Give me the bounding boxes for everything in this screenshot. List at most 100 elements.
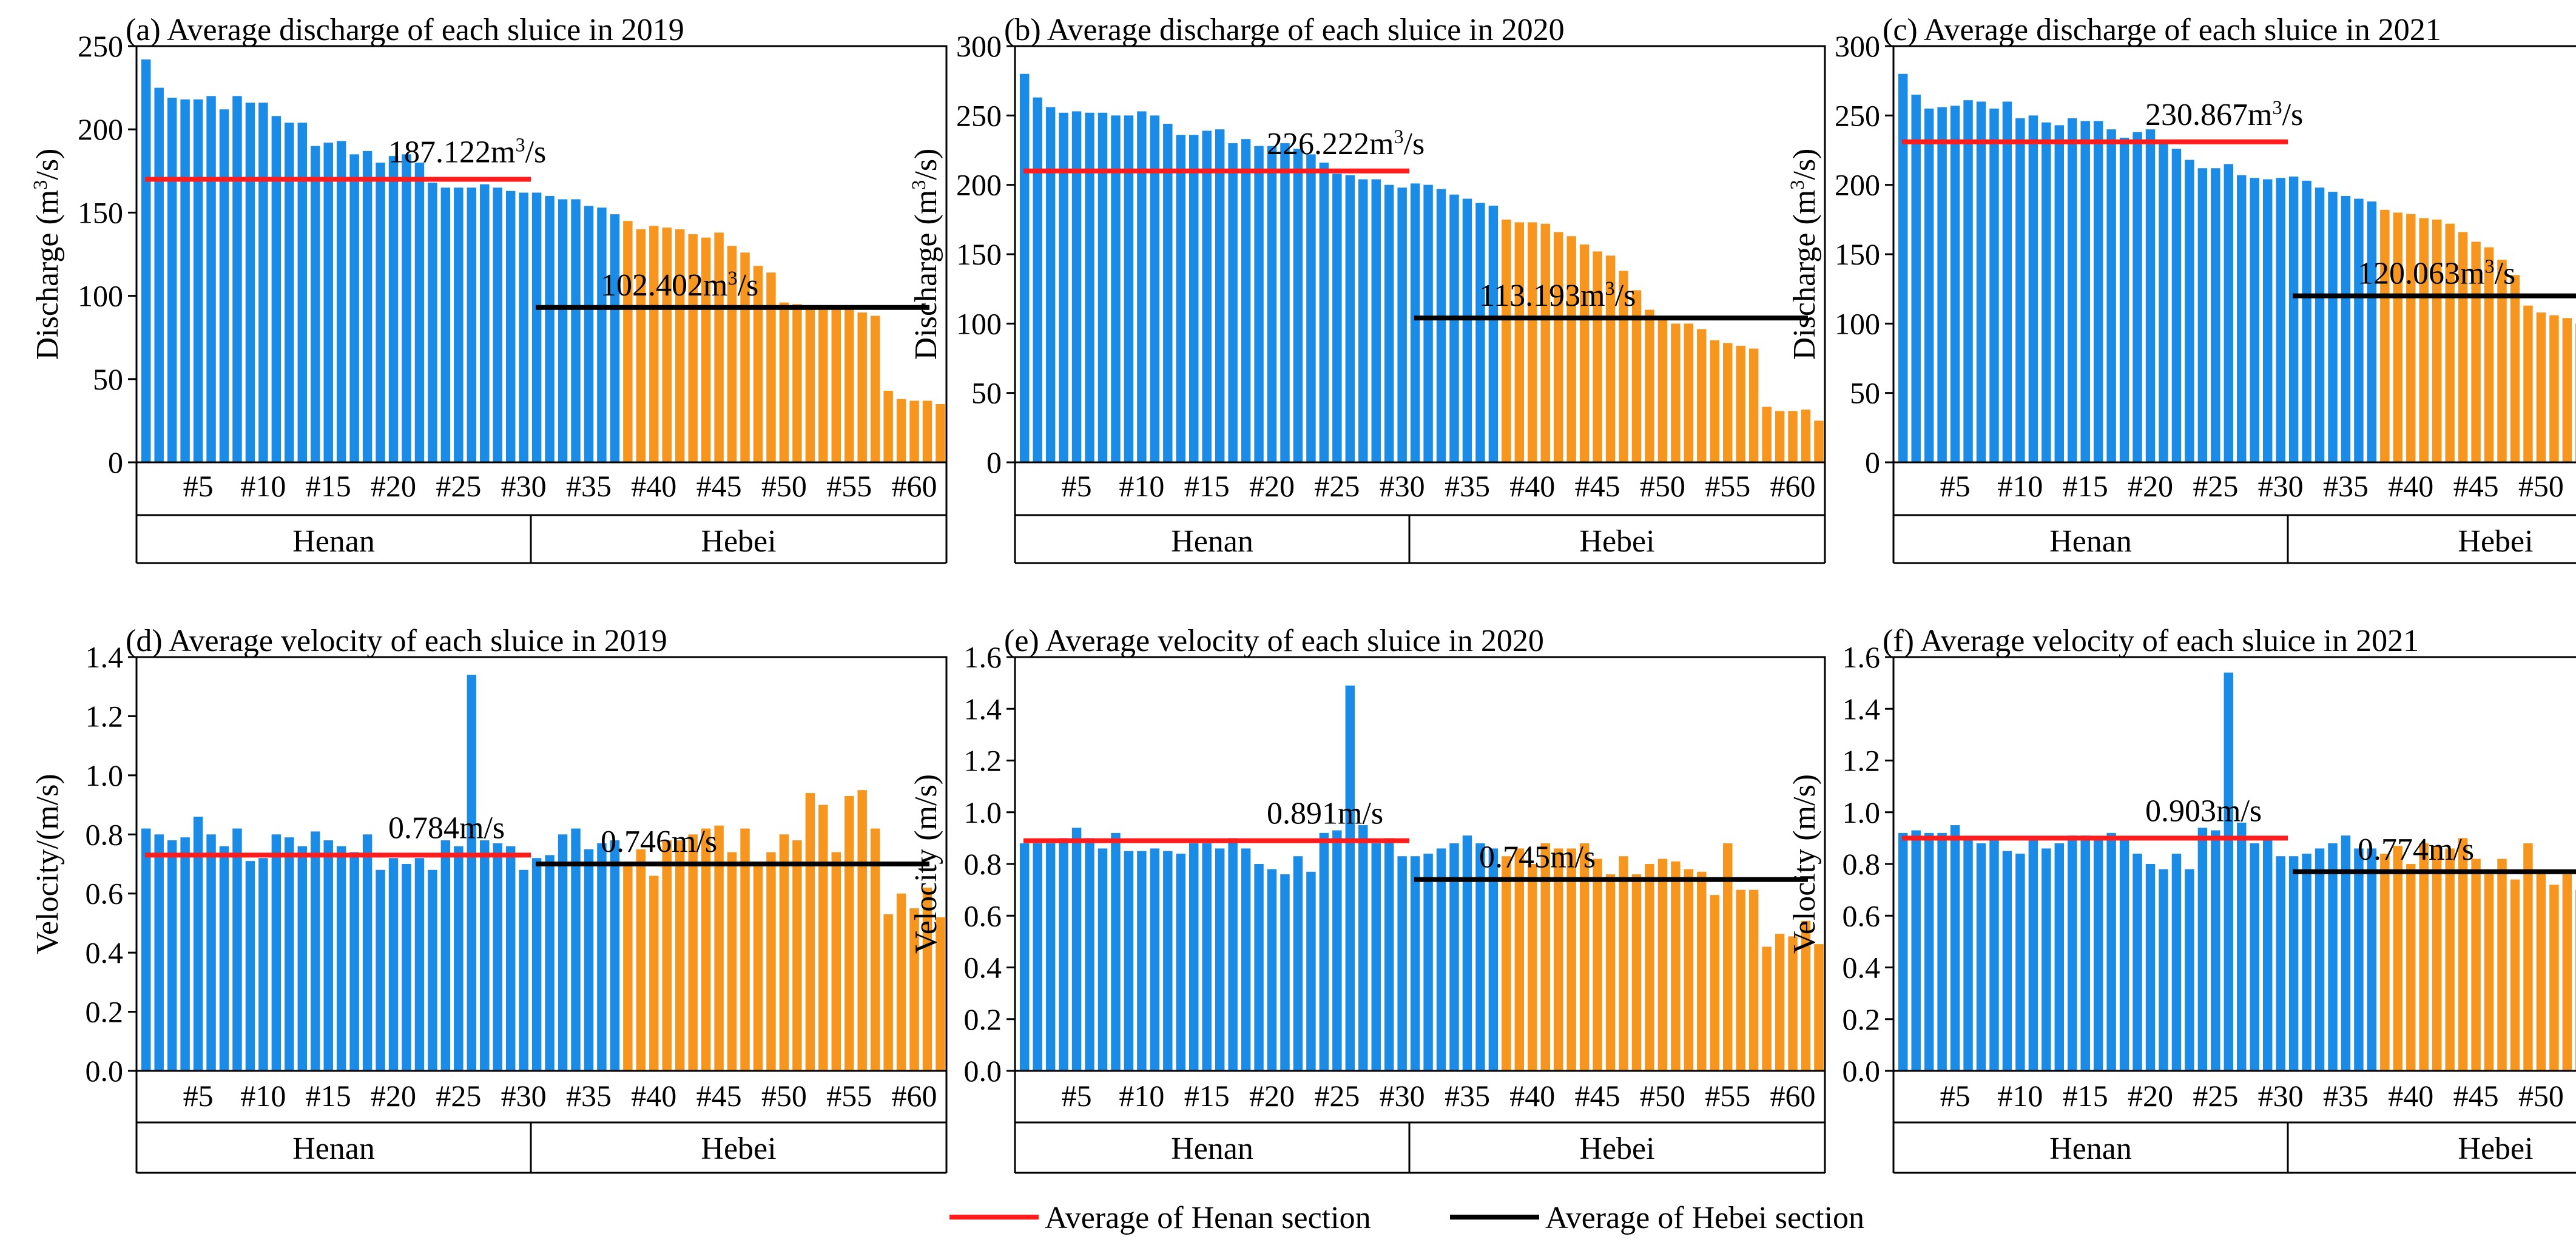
- bar-sluice-57: [870, 828, 880, 1071]
- bar-sluice-58: [1762, 946, 1772, 1071]
- bar-sluice-16: [2093, 838, 2103, 1071]
- y-tick-label: 1.2: [86, 699, 124, 733]
- bar-sluice-30: [2276, 178, 2285, 462]
- bar-sluice-15: [2080, 121, 2090, 463]
- x-tick-label: #60: [1770, 469, 1816, 503]
- x-tick-label: #45: [1575, 469, 1620, 503]
- bar-sluice-35: [2341, 195, 2351, 462]
- bar-sluice-16: [1215, 848, 1225, 1071]
- y-tick-label: 150: [1835, 237, 1880, 271]
- bar-sluice-36: [2354, 848, 2364, 1071]
- x-tick-label: #25: [1314, 1079, 1360, 1113]
- bar-sluice-54: [1710, 895, 1719, 1071]
- bar-sluice-7: [219, 846, 229, 1071]
- bar-sluice-17: [349, 154, 359, 463]
- x-tick-label: #20: [371, 469, 416, 503]
- group-label-henan: Henan: [2049, 1132, 2132, 1166]
- bar-sluice-58: [1762, 407, 1772, 462]
- group-label-henan: Henan: [292, 524, 375, 559]
- bar-sluice-52: [805, 793, 815, 1071]
- x-tick-label: #5: [183, 1079, 214, 1113]
- bar-sluice-8: [232, 828, 242, 1071]
- bar-sluice-33: [558, 199, 568, 462]
- bar-sluice-19: [376, 163, 385, 462]
- bar-sluice-52: [2562, 318, 2572, 462]
- y-tick-label: 0: [986, 445, 1002, 479]
- bar-sluice-31: [1410, 856, 1420, 1071]
- bar-sluice-29: [505, 846, 516, 1071]
- x-tick-label: #15: [2063, 469, 2108, 503]
- group-label-henan: Henan: [1171, 524, 1253, 559]
- bar-sluice-18: [2119, 137, 2129, 463]
- bar-sluice-47: [740, 252, 750, 462]
- bar-sluice-12: [285, 837, 294, 1071]
- x-tick-label: #20: [1249, 469, 1295, 503]
- bar-sluice-45: [1593, 251, 1602, 462]
- x-tick-label: #55: [1705, 1079, 1750, 1113]
- bar-sluice-18: [1241, 848, 1251, 1071]
- bar-sluice-21: [2159, 869, 2168, 1071]
- x-tick-label: #5: [1940, 1079, 1971, 1113]
- y-tick-label: 50: [1850, 376, 1880, 410]
- bar-sluice-41: [2419, 843, 2429, 1071]
- y-tick-label: 0.4: [1843, 951, 1881, 985]
- bar-sluice-51: [792, 304, 802, 462]
- y-tick-label: 1.4: [1843, 692, 1881, 726]
- bar-sluice-41: [1540, 223, 1550, 462]
- bar-sluice-4: [180, 99, 190, 463]
- x-tick-label: #35: [1445, 469, 1490, 503]
- group-label-henan: Henan: [2049, 524, 2132, 559]
- bar-sluice-51: [2549, 315, 2559, 462]
- bar-sluice-24: [440, 840, 451, 1071]
- bar-sluice-51: [1671, 323, 1681, 462]
- bar-sluice-44: [701, 237, 711, 462]
- bar-sluice-32: [1423, 184, 1433, 462]
- bar-sluice-30: [2276, 856, 2285, 1071]
- x-tick-label: #55: [826, 1079, 872, 1113]
- bar-sluice-9: [245, 861, 255, 1071]
- bar-sluice-44: [1579, 843, 1590, 1071]
- bar-sluice-24: [1319, 832, 1329, 1071]
- bar-sluice-33: [1436, 189, 1446, 462]
- group-label-hebei: Hebei: [1579, 524, 1654, 559]
- bar-sluice-25: [2211, 168, 2220, 462]
- x-tick-label: #10: [1997, 1079, 2043, 1113]
- bar-sluice-51: [792, 840, 802, 1071]
- y-tick-label: 0.6: [86, 877, 124, 911]
- bar-sluice-38: [1502, 856, 1511, 1071]
- bar-sluice-21: [402, 864, 411, 1071]
- bar-sluice-19: [1254, 146, 1264, 462]
- bar-sluice-32: [2302, 180, 2311, 462]
- bar-sluice-27: [2237, 175, 2247, 462]
- x-tick-label: #20: [2128, 1079, 2173, 1113]
- bar-sluice-46: [2484, 874, 2494, 1071]
- x-tick-label: #40: [631, 469, 676, 503]
- bar-sluice-26: [2224, 164, 2234, 462]
- x-tick-label: #25: [436, 469, 481, 503]
- hebei-average-label: 102.402m3/s: [601, 267, 758, 303]
- bar-sluice-6: [206, 96, 216, 462]
- legend-henan-label: Average of Henan section: [1045, 1201, 1371, 1235]
- group-label-hebei: Hebei: [2458, 1132, 2533, 1166]
- y-tick-label: 250: [1835, 98, 1880, 132]
- bar-sluice-5: [1071, 828, 1082, 1071]
- bar-sluice-29: [2262, 179, 2273, 462]
- plot-frame: [1014, 656, 1826, 1072]
- chart-panel-a: (a) Average discharge of each sluice in …: [29, 13, 948, 564]
- y-tick-label: 1.0: [1843, 795, 1881, 829]
- bar-sluice-51: [1671, 861, 1681, 1071]
- x-tick-label: #10: [1119, 469, 1164, 503]
- bar-sluice-8: [1989, 838, 1999, 1071]
- y-tick-label: 100: [956, 306, 1002, 340]
- bar-sluice-15: [323, 840, 333, 1071]
- x-tick-label: #30: [1380, 1079, 1425, 1113]
- bar-sluice-53: [818, 805, 828, 1071]
- bar-sluice-39: [636, 229, 646, 462]
- bar-sluice-9: [1124, 115, 1134, 463]
- bar-sluice-14: [2068, 118, 2077, 462]
- bar-sluice-26: [2224, 672, 2234, 1071]
- bar-sluice-28: [1371, 843, 1381, 1071]
- bar-sluice-20: [2145, 129, 2156, 462]
- bar-sluice-46: [1605, 255, 1616, 462]
- bar-sluice-2: [1911, 95, 1921, 463]
